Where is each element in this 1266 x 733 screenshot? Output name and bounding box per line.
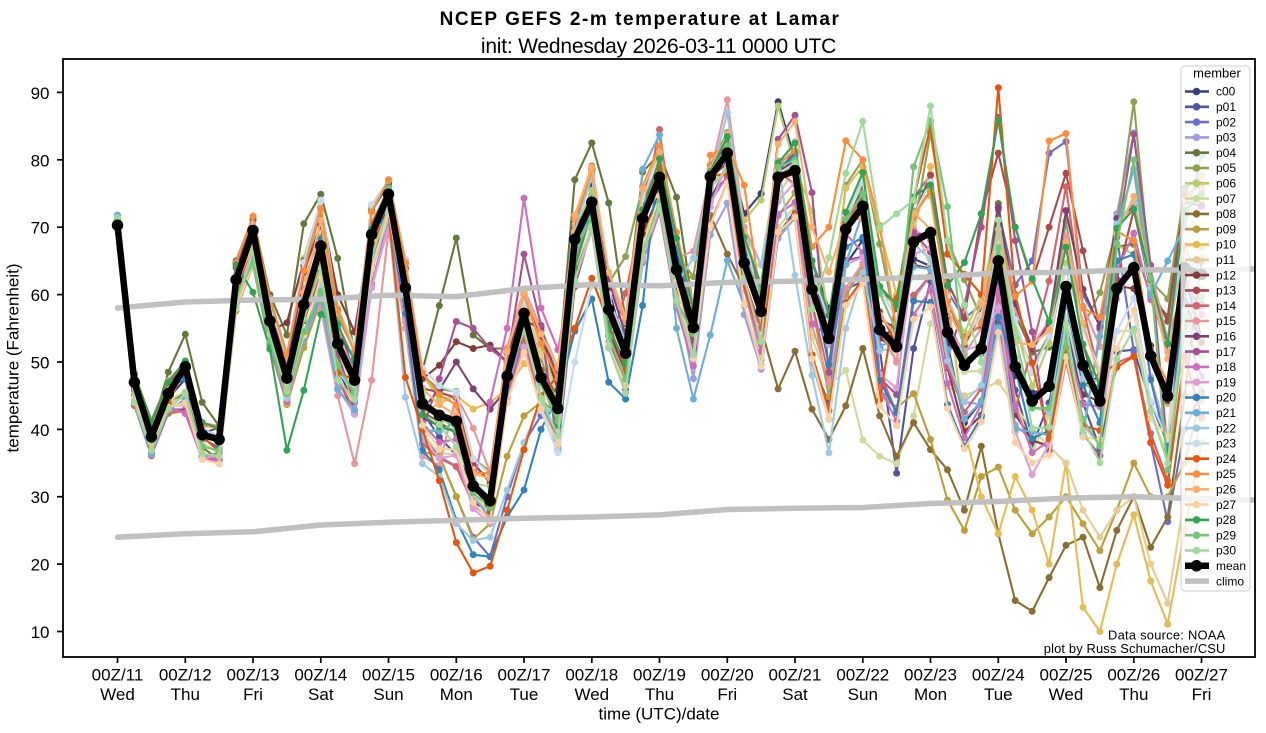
svg-text:p08: p08 <box>1216 207 1236 221</box>
svg-text:p03: p03 <box>1216 131 1236 145</box>
svg-text:00Z/21: 00Z/21 <box>769 666 822 685</box>
svg-text:00Z/20: 00Z/20 <box>701 666 754 685</box>
svg-text:00Z/27: 00Z/27 <box>1175 666 1228 685</box>
svg-text:p29: p29 <box>1216 528 1236 542</box>
svg-text:p02: p02 <box>1216 115 1236 129</box>
svg-text:Tue: Tue <box>984 685 1013 704</box>
svg-text:80: 80 <box>31 151 50 170</box>
svg-text:Fri: Fri <box>1192 685 1212 704</box>
svg-text:p28: p28 <box>1216 513 1236 527</box>
svg-text:Sun: Sun <box>373 685 403 704</box>
svg-text:00Z/11: 00Z/11 <box>92 666 144 685</box>
svg-text:Tue: Tue <box>510 685 539 704</box>
svg-text:30: 30 <box>31 488 50 507</box>
svg-text:00Z/26: 00Z/26 <box>1107 666 1160 685</box>
svg-text:p26: p26 <box>1216 483 1236 497</box>
svg-text:p04: p04 <box>1216 146 1236 160</box>
svg-text:00Z/14: 00Z/14 <box>294 666 347 685</box>
svg-text:Thu: Thu <box>1119 685 1148 704</box>
svg-text:00Z/23: 00Z/23 <box>904 666 957 685</box>
svg-text:Wed: Wed <box>100 685 135 704</box>
svg-text:Thu: Thu <box>171 685 200 704</box>
svg-text:40: 40 <box>31 421 50 440</box>
svg-text:NCEP GEFS 2-m temperature at L: NCEP GEFS 2-m temperature at Lamar <box>440 9 841 30</box>
svg-text:90: 90 <box>31 84 50 103</box>
svg-text:00Z/19: 00Z/19 <box>633 666 686 685</box>
svg-text:p18: p18 <box>1216 360 1236 374</box>
svg-text:Sat: Sat <box>308 685 334 704</box>
svg-text:Fri: Fri <box>243 685 263 704</box>
svg-text:00Z/18: 00Z/18 <box>565 666 618 685</box>
svg-text:mean: mean <box>1216 559 1246 573</box>
svg-text:p21: p21 <box>1216 406 1236 420</box>
svg-text:00Z/22: 00Z/22 <box>836 666 889 685</box>
svg-text:p12: p12 <box>1216 268 1236 282</box>
svg-text:00Z/24: 00Z/24 <box>972 666 1025 685</box>
svg-text:p20: p20 <box>1216 391 1236 405</box>
svg-text:p23: p23 <box>1216 437 1236 451</box>
svg-text:p15: p15 <box>1216 314 1236 328</box>
svg-text:Mon: Mon <box>440 685 473 704</box>
svg-text:init: Wednesday 2026-03-11 000: init: Wednesday 2026-03-11 0000 UTC <box>481 35 836 58</box>
svg-text:p13: p13 <box>1216 284 1236 298</box>
svg-text:p06: p06 <box>1216 177 1236 191</box>
svg-text:p10: p10 <box>1216 238 1236 252</box>
svg-text:p22: p22 <box>1216 421 1236 435</box>
svg-text:c00: c00 <box>1216 85 1236 99</box>
svg-text:p27: p27 <box>1216 498 1236 512</box>
svg-text:p16: p16 <box>1216 330 1236 344</box>
svg-text:Sat: Sat <box>782 685 808 704</box>
svg-text:20: 20 <box>31 556 50 575</box>
svg-text:Wed: Wed <box>1049 685 1084 704</box>
svg-text:Fri: Fri <box>717 685 737 704</box>
svg-text:Wed: Wed <box>574 685 609 704</box>
svg-text:p25: p25 <box>1216 467 1236 481</box>
svg-text:member: member <box>1193 66 1241 81</box>
svg-text:00Z/16: 00Z/16 <box>430 666 483 685</box>
svg-text:00Z/12: 00Z/12 <box>159 666 212 685</box>
svg-text:p05: p05 <box>1216 161 1236 175</box>
svg-text:p30: p30 <box>1216 544 1236 558</box>
svg-text:50: 50 <box>31 354 50 373</box>
svg-text:10: 10 <box>31 623 50 642</box>
svg-text:Mon: Mon <box>914 685 947 704</box>
svg-text:temperature (Fahrenheit): temperature (Fahrenheit) <box>4 264 23 453</box>
svg-text:p24: p24 <box>1216 452 1236 466</box>
svg-text:p17: p17 <box>1216 345 1236 359</box>
svg-text:plot by Russ Schumacher/CSU: plot by Russ Schumacher/CSU <box>1044 641 1226 656</box>
svg-text:p01: p01 <box>1216 100 1236 114</box>
svg-text:climo: climo <box>1216 574 1244 588</box>
svg-text:00Z/13: 00Z/13 <box>227 666 280 685</box>
svg-text:p19: p19 <box>1216 375 1236 389</box>
svg-text:time (UTC)/date: time (UTC)/date <box>599 705 720 724</box>
svg-text:Thu: Thu <box>645 685 674 704</box>
svg-text:Data source: NOAA: Data source: NOAA <box>1108 627 1226 642</box>
svg-text:p11: p11 <box>1216 253 1235 267</box>
svg-text:00Z/25: 00Z/25 <box>1040 666 1093 685</box>
svg-text:00Z/15: 00Z/15 <box>362 666 415 685</box>
svg-text:p14: p14 <box>1216 299 1236 313</box>
svg-text:Sun: Sun <box>848 685 878 704</box>
svg-text:70: 70 <box>31 219 50 238</box>
svg-text:00Z/17: 00Z/17 <box>498 666 551 685</box>
svg-text:p09: p09 <box>1216 222 1236 236</box>
svg-text:60: 60 <box>31 286 50 305</box>
svg-text:p07: p07 <box>1216 192 1236 206</box>
